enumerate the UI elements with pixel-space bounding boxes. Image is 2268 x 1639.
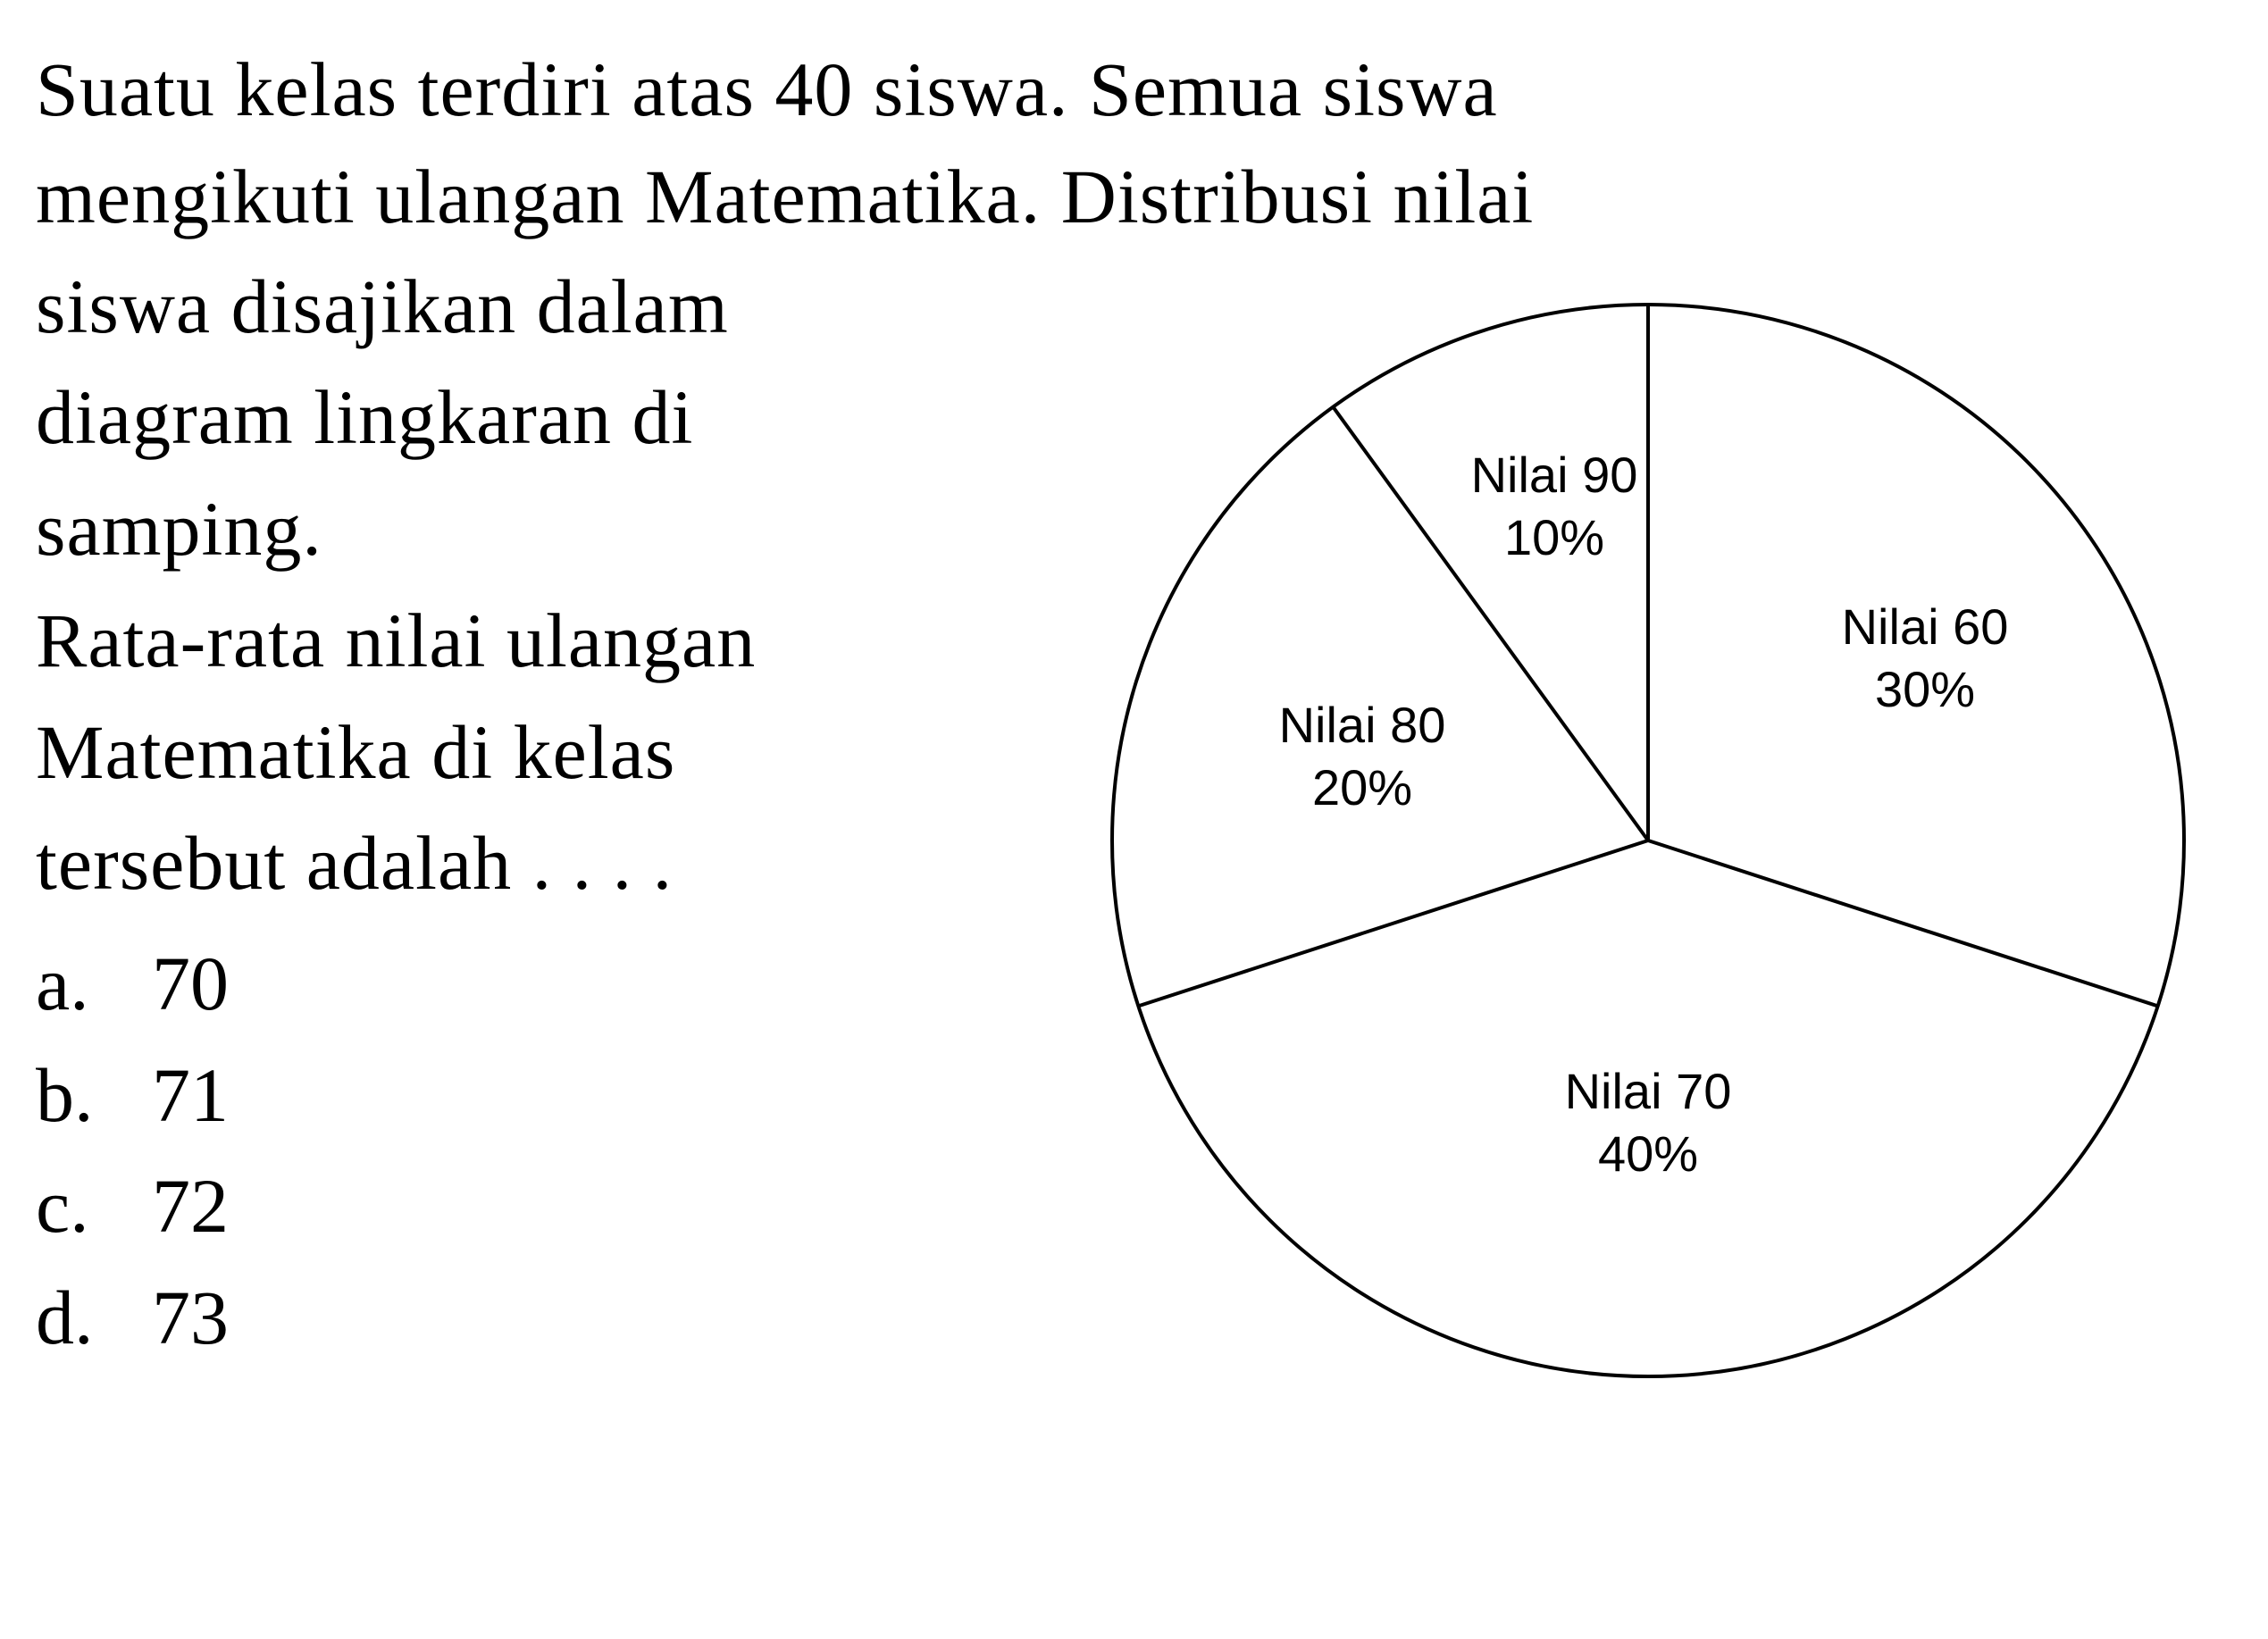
pie-slice-label-title: Nilai 80 [1278, 697, 1445, 753]
option-c-value: 72 [152, 1150, 229, 1262]
content-row: siswa disajikan dalam diagram lingkaran … [36, 251, 2232, 1421]
pie-chart: Nilai 60 30% Nilai 70 40% Nilai 80 20% Nilai 9… [1067, 260, 2229, 1421]
option-a-value: 70 [152, 928, 229, 1040]
pie-slices-group [1112, 305, 2184, 1376]
cont-line-3: samping. [36, 473, 1063, 585]
intro-line-2: mengikuti ulangan Matematika. Distribusi… [36, 143, 2232, 250]
pie-slice-label-percent: 20% [1311, 759, 1411, 815]
cont-line-6: tersebut adalah . . . . [36, 807, 1063, 919]
option-d-letter: d. [36, 1262, 152, 1374]
option-d-value: 73 [152, 1262, 229, 1374]
option-b: b. 71 [36, 1040, 1063, 1151]
option-a: a. 70 [36, 928, 1063, 1040]
option-c-letter: c. [36, 1150, 152, 1262]
cont-line-4: Rata-rata nilai ulangan [36, 585, 1063, 697]
intro-line-1: Suatu kelas terdiri atas 40 siswa. Semua… [36, 36, 2232, 143]
cont-line-1: siswa disajikan dalam [36, 251, 1063, 363]
pie-slice-label-title: Nilai 90 [1470, 447, 1637, 503]
option-c: c. 72 [36, 1150, 1063, 1262]
options-list: a. 70 b. 71 c. 72 d. 73 [36, 928, 1063, 1374]
question-container: Suatu kelas terdiri atas 40 siswa. Semua… [36, 36, 2232, 1421]
option-b-letter: b. [36, 1040, 152, 1151]
option-d: d. 73 [36, 1262, 1063, 1374]
left-column: siswa disajikan dalam diagram lingkaran … [36, 251, 1063, 1421]
option-b-value: 71 [152, 1040, 229, 1151]
pie-slice-label-title: Nilai 60 [1841, 598, 2008, 655]
option-a-letter: a. [36, 928, 152, 1040]
right-column: Nilai 60 30% Nilai 70 40% Nilai 80 20% Nilai 9… [1063, 251, 2232, 1421]
cont-line-5: Matematika di kelas [36, 697, 1063, 808]
pie-slice-label-percent: 30% [1874, 661, 1974, 717]
pie-slice-label-title: Nilai 70 [1564, 1063, 1731, 1119]
pie-slice-label-percent: 10% [1503, 509, 1603, 565]
cont-line-2: diagram lingkaran di [36, 362, 1063, 473]
pie-slice-label-percent: 40% [1597, 1125, 1697, 1182]
